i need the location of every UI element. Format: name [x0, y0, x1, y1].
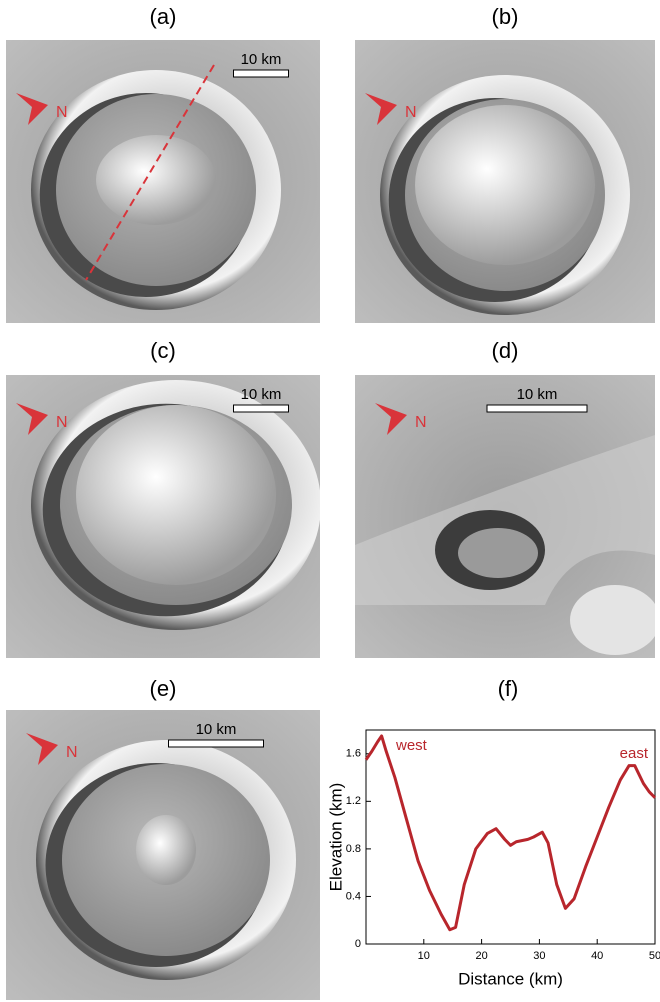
panel-label: (f) — [498, 676, 519, 701]
central-deposit — [96, 135, 216, 225]
y-tick-label: 0.8 — [346, 843, 361, 855]
panel-image: 10 kmN — [355, 40, 660, 323]
x-axis-label: Distance (km) — [458, 969, 563, 988]
panel-image: 10 km N — [6, 40, 320, 323]
x-tick-label: 20 — [475, 950, 487, 962]
y-tick-label: 1.6 — [346, 748, 361, 760]
y-tick-label: 0 — [355, 938, 361, 950]
panel-image: 10 km N — [6, 375, 321, 658]
scale-label: 10 km — [196, 721, 237, 738]
central-deposit — [415, 105, 595, 265]
scale-bar — [234, 405, 289, 412]
image-content: 10 km N — [6, 375, 321, 658]
annotation: west — [395, 737, 428, 754]
scale-label: 10 km — [517, 386, 558, 403]
panel-label: (a) — [150, 4, 177, 29]
image-content: 10 kmN — [355, 40, 660, 323]
central-deposit — [136, 815, 196, 885]
north-label: N — [415, 414, 427, 431]
ice-lobe — [570, 585, 660, 655]
x-tick-label: 30 — [533, 950, 545, 962]
x-tick-label: 40 — [591, 950, 603, 962]
figure: (a) 10 km N (b) 10 km N (c) 10 km N (d) 10 km N (e) 1… — [0, 0, 660, 1002]
north-label: N — [66, 744, 78, 761]
image-content: 10 km N — [6, 40, 320, 323]
y-axis-label: Elevation (km) — [326, 783, 345, 892]
scale-label: 10 km — [241, 51, 282, 68]
panel-image: 10 km N — [6, 710, 320, 1000]
x-tick-label: 50 — [649, 950, 660, 962]
scale-label: 10 km — [241, 386, 282, 403]
y-tick-label: 0.4 — [346, 890, 361, 902]
pit-floor — [458, 528, 538, 578]
scale-bar — [169, 740, 264, 747]
panel-label: (c) — [150, 338, 176, 363]
central-deposit — [76, 405, 276, 585]
panel-label: (e) — [150, 676, 177, 701]
north-label: N — [56, 414, 68, 431]
annotation: east — [620, 745, 649, 762]
north-label: N — [405, 104, 417, 121]
y-tick-label: 1.2 — [346, 795, 361, 807]
panel-label: (d) — [492, 338, 519, 363]
scale-bar — [234, 70, 289, 77]
x-tick-label: 10 — [418, 950, 430, 962]
panel-label: (b) — [492, 4, 519, 29]
profile-line — [366, 736, 655, 930]
panel-image: 10 km N — [355, 375, 660, 658]
plot-frame — [366, 730, 655, 944]
scale-bar — [487, 405, 587, 412]
north-label: N — [56, 104, 68, 121]
image-content: 10 km N — [6, 710, 320, 1000]
image-content: 10 km N — [355, 375, 660, 658]
